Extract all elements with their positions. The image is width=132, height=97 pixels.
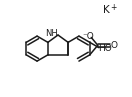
Text: K: K bbox=[103, 5, 110, 15]
Text: HO: HO bbox=[98, 44, 112, 53]
Text: +: + bbox=[110, 3, 116, 13]
Text: O: O bbox=[111, 41, 118, 50]
Text: NH: NH bbox=[45, 29, 57, 38]
Text: ⁻O: ⁻O bbox=[83, 32, 95, 41]
